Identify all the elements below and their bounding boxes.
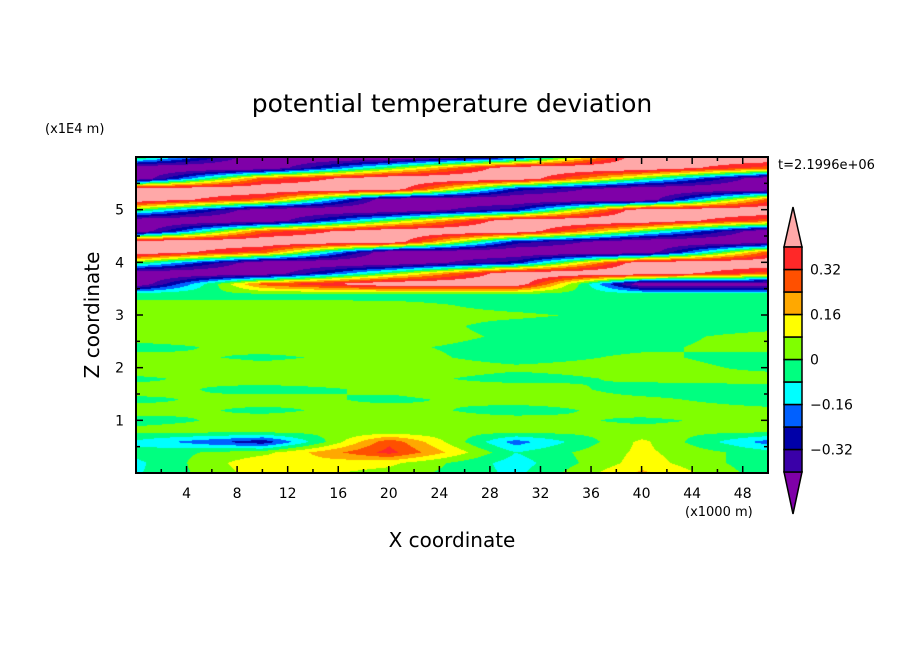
x-tick-label: 40 bbox=[633, 486, 651, 502]
x-tick-label: 16 bbox=[329, 486, 347, 502]
y-tick-label: 5 bbox=[115, 203, 124, 219]
x-unit-label: (x1000 m) bbox=[685, 505, 753, 520]
colorbar-swatch bbox=[783, 426, 803, 451]
colorbar-label: 0.32 bbox=[810, 263, 841, 279]
y-tick-label: 1 bbox=[115, 413, 124, 429]
colorbar-extend-top bbox=[783, 206, 803, 248]
y-axis-label: Z coordinate bbox=[80, 252, 104, 379]
x-tick-label: 48 bbox=[734, 486, 752, 502]
colorbar-swatch bbox=[783, 291, 803, 316]
chart-title: potential temperature deviation bbox=[252, 89, 652, 118]
time-label: t=2.1996e+06 bbox=[778, 158, 875, 173]
colorbar-label: 0.16 bbox=[810, 308, 841, 324]
colorbar-label: −0.16 bbox=[810, 398, 853, 414]
colorbar-swatch bbox=[783, 246, 803, 271]
x-tick-label: 20 bbox=[380, 486, 398, 502]
colorbar-swatch bbox=[783, 336, 803, 361]
x-tick-label: 36 bbox=[582, 486, 600, 502]
plot-frame bbox=[135, 156, 769, 474]
colorbar-swatch bbox=[783, 313, 803, 338]
x-tick-label: 24 bbox=[430, 486, 448, 502]
colorbar-extend-bottom bbox=[783, 471, 803, 515]
y-tick-label: 4 bbox=[115, 255, 124, 271]
x-tick-label: 8 bbox=[233, 486, 242, 502]
colorbar-swatch bbox=[783, 403, 803, 428]
y-unit-label: (x1E4 m) bbox=[45, 122, 104, 137]
x-tick-label: 32 bbox=[532, 486, 550, 502]
y-tick-label: 2 bbox=[115, 361, 124, 377]
x-axis-label: X coordinate bbox=[389, 528, 516, 552]
x-tick-label: 12 bbox=[279, 486, 297, 502]
colorbar-swatch bbox=[783, 381, 803, 406]
x-tick-label: 4 bbox=[182, 486, 191, 502]
colorbar-label: −0.32 bbox=[810, 443, 853, 459]
x-tick-label: 28 bbox=[481, 486, 499, 502]
colorbar-swatch bbox=[783, 358, 803, 383]
x-tick-label: 44 bbox=[683, 486, 701, 502]
colorbar-swatch bbox=[783, 448, 803, 473]
contour-field bbox=[136, 157, 768, 473]
colorbar-label: 0 bbox=[810, 353, 819, 369]
y-tick-label: 3 bbox=[115, 308, 124, 324]
colorbar-swatch bbox=[783, 268, 803, 293]
